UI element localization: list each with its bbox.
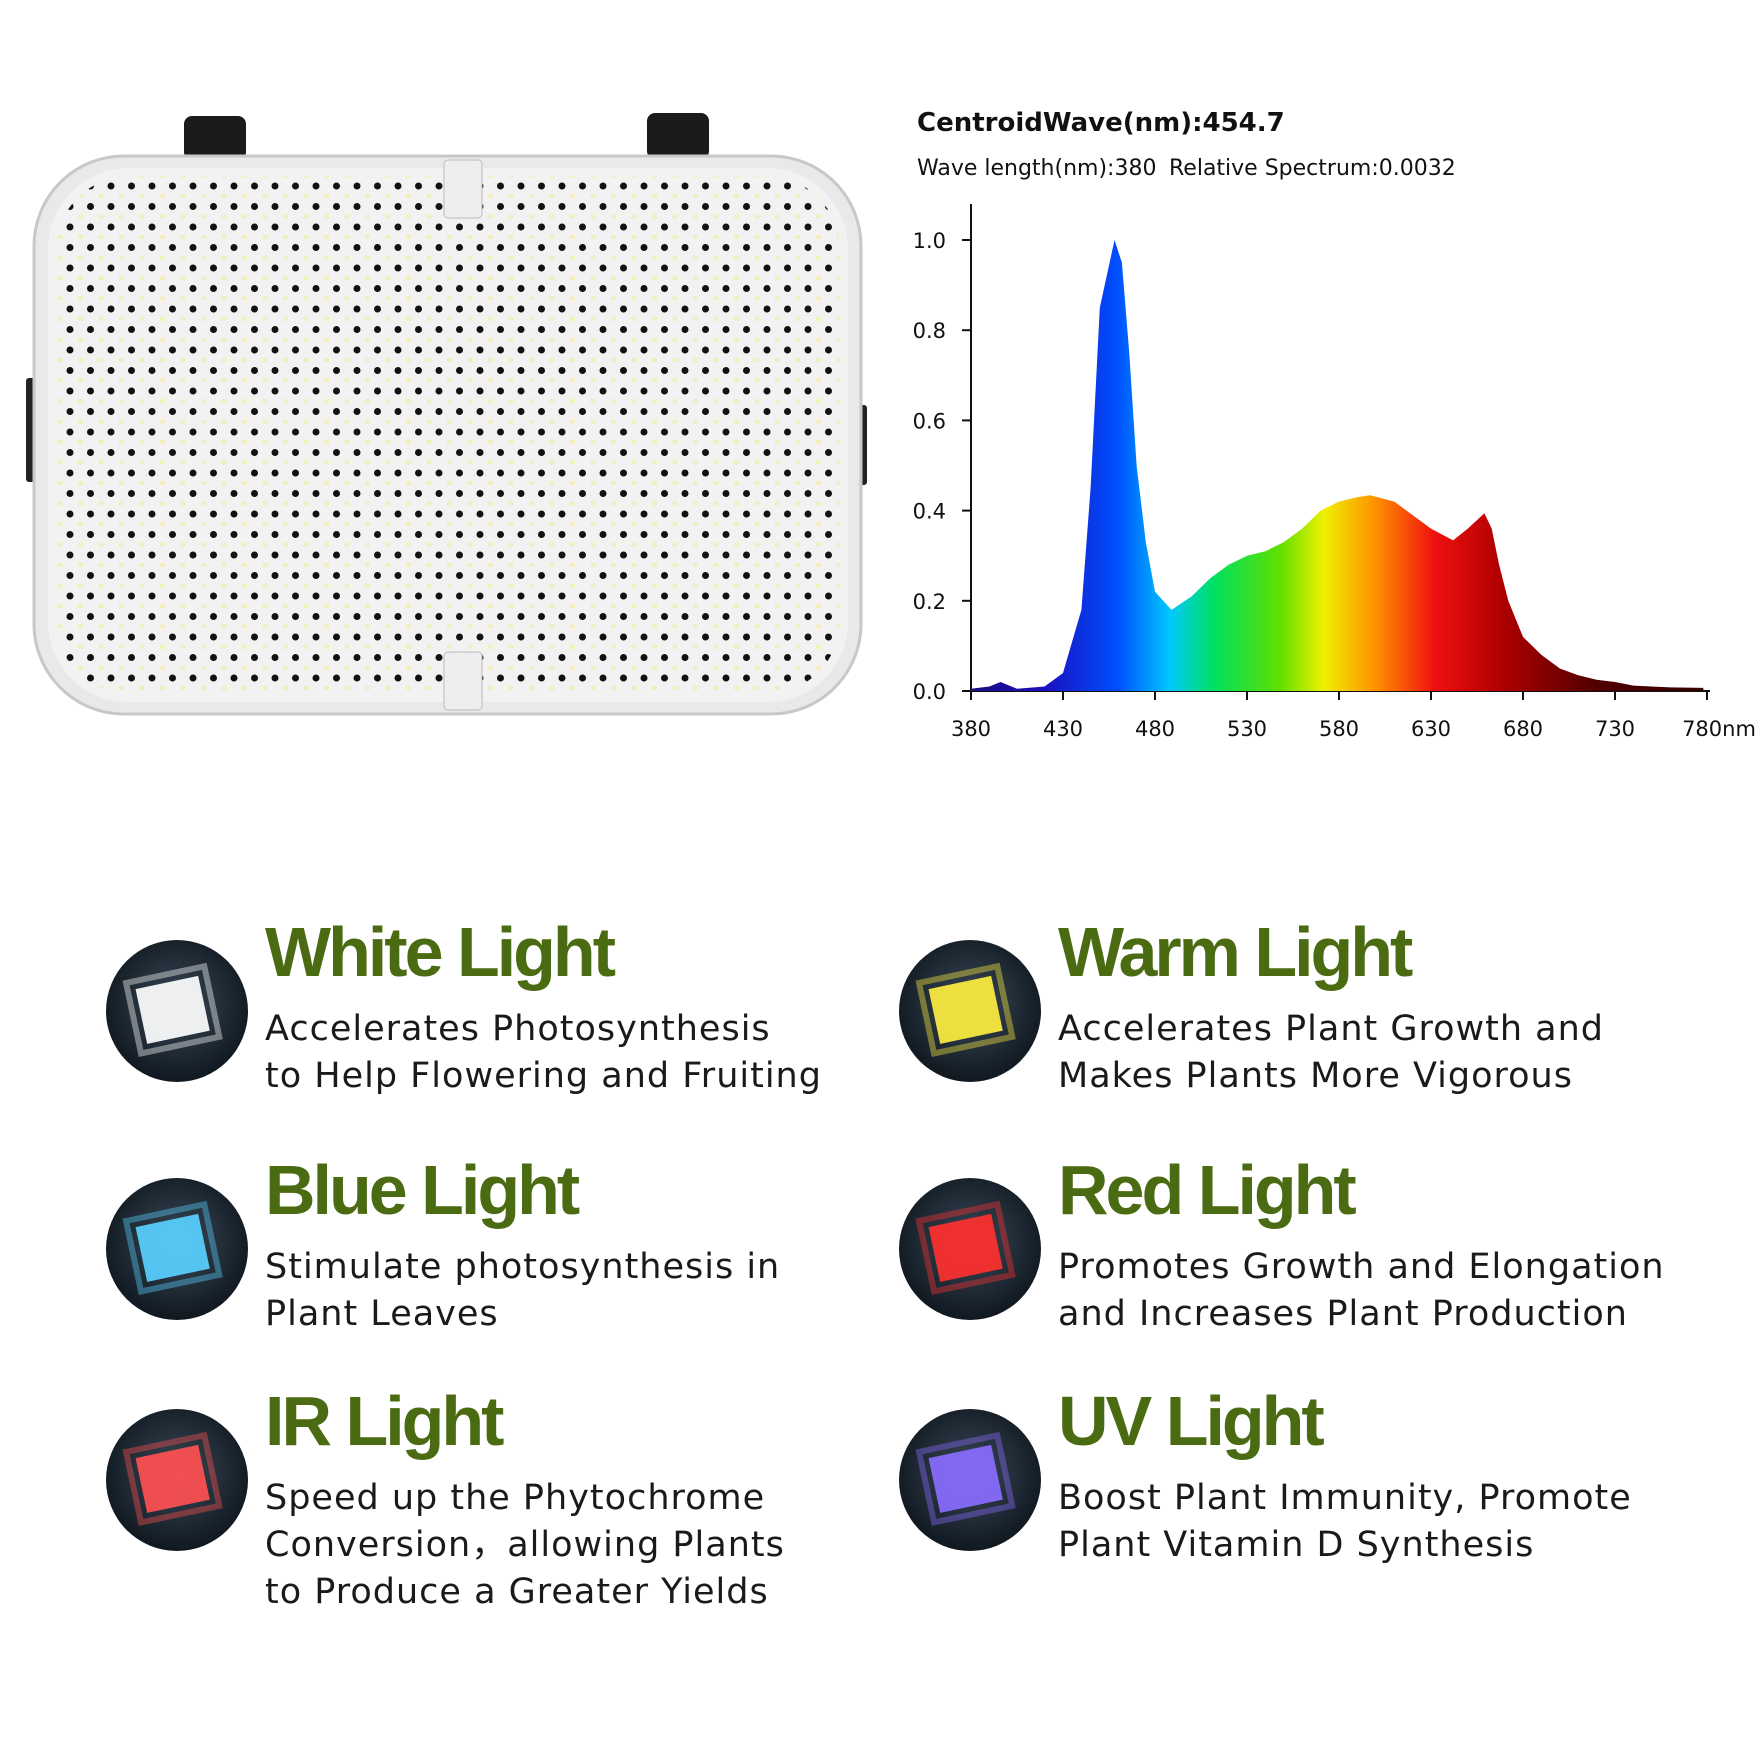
feature-text: Accelerates Plant Growth and bbox=[1058, 1009, 1604, 1049]
icon-glow bbox=[915, 962, 1016, 1057]
x-tick-label: 780nm bbox=[1682, 717, 1756, 741]
y-tick-label: 1.0 bbox=[913, 229, 946, 253]
x-tick-label: 530 bbox=[1227, 717, 1267, 741]
chart-subtitle: Wave length(nm):380 bbox=[917, 156, 1156, 181]
icon-glow bbox=[915, 1431, 1016, 1526]
chart-title: CentroidWave(nm):454.7 bbox=[917, 108, 1285, 138]
icon-chip bbox=[928, 1444, 1003, 1513]
x-tick-label: 630 bbox=[1411, 717, 1451, 741]
x-tick-label: 730 bbox=[1595, 717, 1635, 741]
feature-title: UV Light bbox=[1058, 1382, 1324, 1460]
feature-text: to Produce a Greater Yields bbox=[265, 1572, 769, 1612]
feature-icon bbox=[899, 940, 1041, 1082]
feature-text: Stimulate photosynthesis in bbox=[265, 1247, 780, 1287]
icon-glow bbox=[915, 1200, 1016, 1295]
feature-text: Accelerates Photosynthesis bbox=[265, 1009, 771, 1049]
feature-icon bbox=[899, 1178, 1041, 1320]
feature-text: and Increases Plant Production bbox=[1058, 1294, 1628, 1334]
feature-text: Makes Plants More Vigorous bbox=[1058, 1056, 1573, 1096]
icon-chip bbox=[135, 1213, 210, 1282]
spectrum-chart: CentroidWave(nm):454.7 Wave length(nm):3… bbox=[913, 108, 1756, 741]
feature-title: Blue Light bbox=[265, 1151, 580, 1229]
x-tick-label: 430 bbox=[1043, 717, 1083, 741]
feature-text: Promotes Growth and Elongation bbox=[1058, 1247, 1665, 1287]
icon-chip bbox=[928, 975, 1003, 1044]
feature-text: Plant Vitamin D Synthesis bbox=[1058, 1525, 1534, 1565]
icon-glow bbox=[122, 1431, 223, 1526]
y-tick-label: 0.2 bbox=[913, 590, 946, 614]
feature-text: Conversion，allowing Plants bbox=[265, 1525, 785, 1565]
feature-text: Plant Leaves bbox=[265, 1294, 499, 1334]
feature-icon bbox=[899, 1409, 1041, 1551]
x-tick-label: 580 bbox=[1319, 717, 1359, 741]
feature-icon bbox=[106, 1178, 248, 1320]
icon-glow bbox=[122, 962, 223, 1057]
y-tick-label: 0.4 bbox=[913, 500, 946, 524]
chart-subtitle: Relative Spectrum:0.0032 bbox=[1169, 156, 1456, 181]
x-tick-label: 680 bbox=[1503, 717, 1543, 741]
feature-title: Warm Light bbox=[1058, 913, 1413, 991]
x-tick-label: 480 bbox=[1135, 717, 1175, 741]
spectrum-area bbox=[971, 240, 1704, 691]
feature-list: White Light Accelerates Photosynthesis to … bbox=[106, 913, 1665, 1612]
feature-icon bbox=[106, 1409, 248, 1551]
y-tick-label: 0.8 bbox=[913, 319, 946, 343]
lamp-image bbox=[26, 113, 867, 716]
feature-title: Red Light bbox=[1058, 1151, 1356, 1229]
feature-text: Speed up the Phytochrome bbox=[265, 1478, 765, 1518]
y-tick-label: 0.0 bbox=[913, 680, 946, 704]
icon-chip bbox=[135, 1444, 210, 1513]
icon-glow bbox=[122, 1200, 223, 1295]
feature-text: to Help Flowering and Fruiting bbox=[265, 1056, 822, 1096]
icon-chip bbox=[928, 1213, 1003, 1282]
x-tick-label: 380 bbox=[951, 717, 991, 741]
feature-icon bbox=[106, 940, 248, 1082]
icon-chip bbox=[135, 975, 210, 1044]
feature-title: White Light bbox=[265, 913, 616, 991]
y-tick-label: 0.6 bbox=[913, 409, 946, 433]
feature-title: IR Light bbox=[265, 1382, 504, 1460]
feature-text: Boost Plant Immunity, Promote bbox=[1058, 1478, 1632, 1518]
